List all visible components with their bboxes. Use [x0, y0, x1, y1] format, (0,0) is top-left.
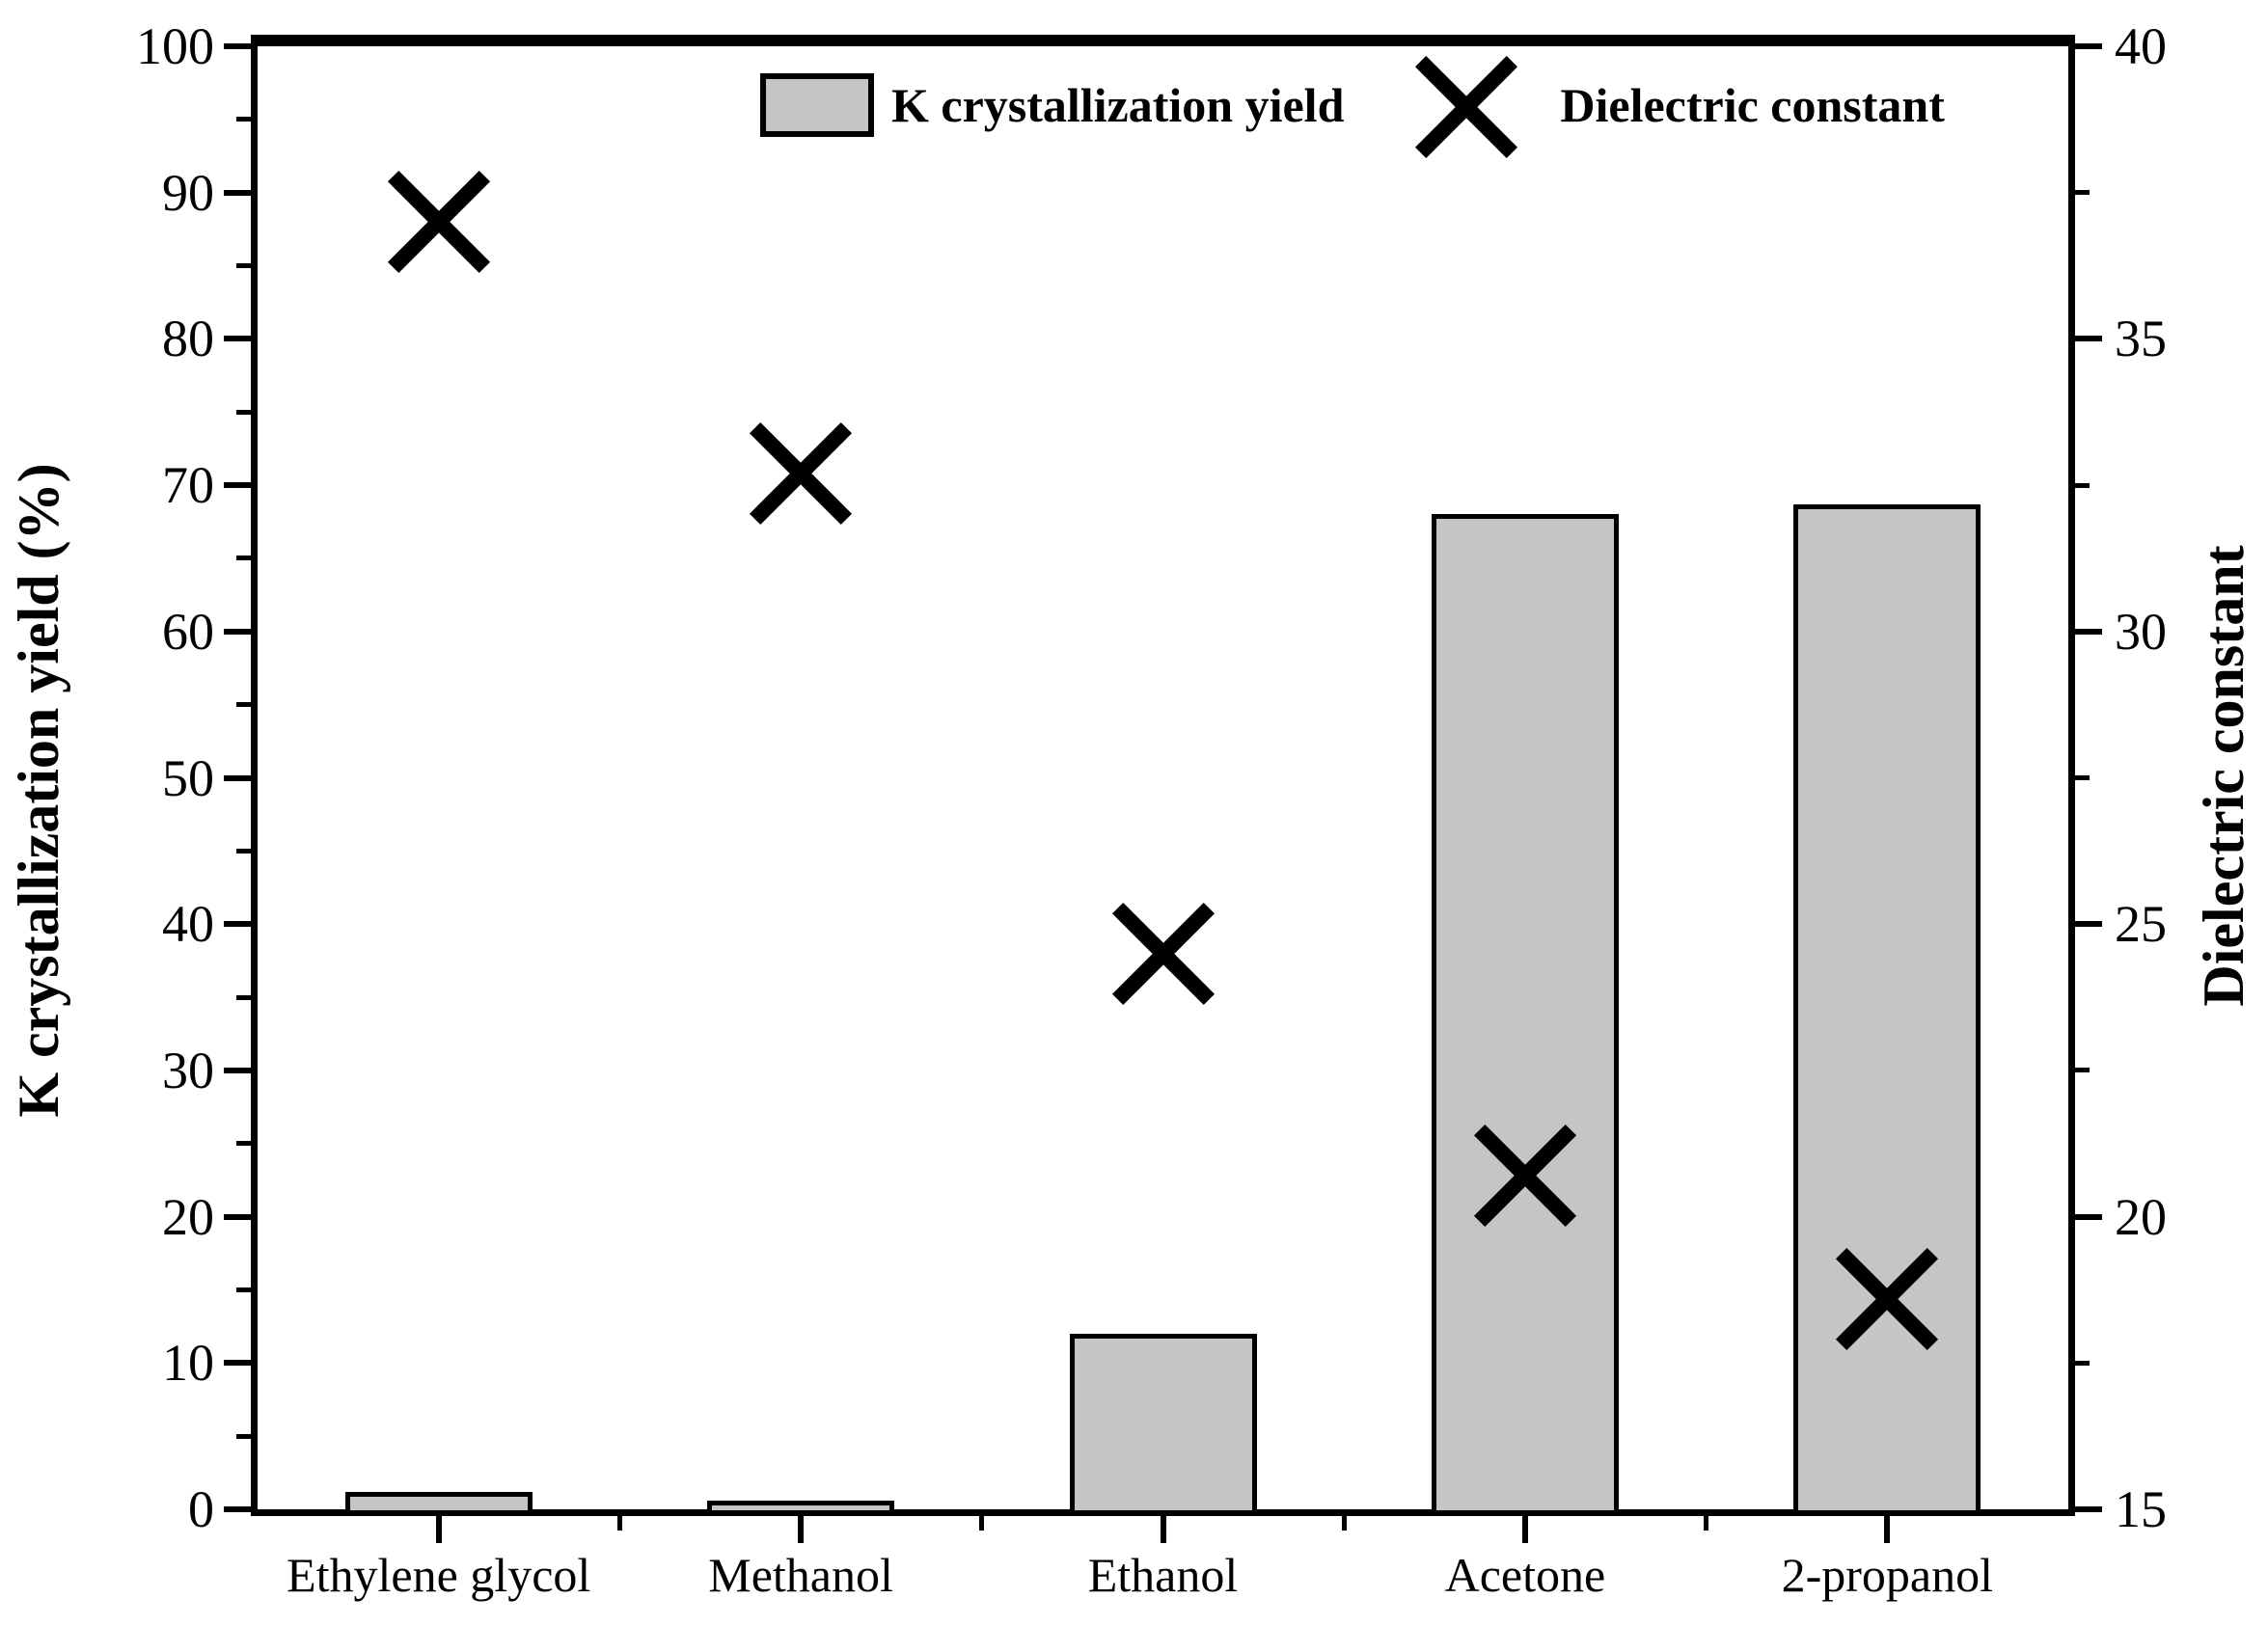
- bar-2-propanol: [1793, 503, 1981, 1515]
- left-tick-label: 60: [162, 602, 214, 661]
- left-major-tick: [224, 336, 251, 342]
- left-minor-tick: [236, 994, 251, 1000]
- x-category-label: Ethylene glycol: [287, 1548, 591, 1602]
- right-minor-tick: [2075, 190, 2090, 196]
- left-major-tick: [224, 628, 251, 635]
- right-major-tick: [2075, 628, 2102, 635]
- left-major-tick: [224, 1360, 251, 1367]
- legend-bar-swatch: [760, 73, 874, 137]
- legend-label-yield: K crystallization yield: [891, 78, 1345, 132]
- legend-x-marker-icon: [1413, 70, 1519, 140]
- x-minor-tick: [1341, 1516, 1347, 1531]
- left-minor-tick: [236, 702, 251, 708]
- left-major-tick: [224, 921, 251, 928]
- right-minor-tick: [2075, 482, 2090, 488]
- left-minor-tick: [236, 263, 251, 269]
- legend: K crystallization yield Dielectric const…: [760, 70, 1945, 140]
- x-major-tick: [1521, 1516, 1528, 1543]
- x-category-label: Acetone: [1444, 1548, 1606, 1602]
- right-major-tick: [2075, 43, 2102, 49]
- left-minor-tick: [236, 1287, 251, 1292]
- left-minor-tick: [236, 1433, 251, 1439]
- right-minor-tick: [2075, 775, 2090, 780]
- right-tick-label: 15: [2115, 1480, 2167, 1538]
- left-tick-label: 100: [136, 17, 214, 75]
- legend-label-dielectric: Dielectric constant: [1560, 78, 1945, 132]
- right-minor-tick: [2075, 1068, 2090, 1073]
- left-tick-label: 40: [162, 895, 214, 954]
- right-minor-tick: [2075, 1360, 2090, 1366]
- right-tick-label: 35: [2115, 310, 2167, 368]
- right-tick-label: 30: [2115, 602, 2167, 661]
- left-major-tick: [224, 774, 251, 781]
- left-major-tick: [224, 1506, 251, 1512]
- bar-Ethanol: [1069, 1333, 1257, 1515]
- left-minor-tick: [236, 1141, 251, 1147]
- bar-Acetone: [1431, 514, 1619, 1515]
- left-tick-label: 0: [188, 1480, 214, 1538]
- right-major-tick: [2075, 921, 2102, 928]
- right-tick-label: 40: [2115, 17, 2167, 75]
- right-tick-label: 25: [2115, 895, 2167, 954]
- left-minor-tick: [236, 556, 251, 561]
- x-major-tick: [798, 1516, 805, 1543]
- right-tick-label: 20: [2115, 1187, 2167, 1246]
- left-major-tick: [224, 1213, 251, 1220]
- left-tick-label: 90: [162, 163, 214, 222]
- left-tick-label: 80: [162, 310, 214, 368]
- left-major-tick: [224, 1067, 251, 1073]
- left-major-tick: [224, 189, 251, 196]
- x-category-label: 2-propanol: [1781, 1548, 1993, 1602]
- left-minor-tick: [236, 848, 251, 854]
- x-category-label: Ethanol: [1087, 1548, 1239, 1602]
- left-minor-tick: [236, 117, 251, 122]
- left-tick-label: 30: [162, 1041, 214, 1099]
- right-axis-title: Dielectric constant: [2192, 545, 2255, 1007]
- bar-Methanol: [707, 1500, 895, 1515]
- x-minor-tick: [979, 1516, 985, 1531]
- left-tick-label: 10: [162, 1334, 214, 1393]
- left-minor-tick: [236, 409, 251, 415]
- right-major-tick: [2075, 1213, 2102, 1220]
- bar-Ethylene glycol: [344, 1491, 533, 1515]
- x-major-tick: [1160, 1516, 1166, 1543]
- left-major-tick: [224, 43, 251, 49]
- x-major-tick: [435, 1516, 442, 1543]
- x-minor-tick: [616, 1516, 622, 1531]
- right-major-tick: [2075, 336, 2102, 342]
- x-category-label: Methanol: [708, 1548, 893, 1602]
- x-minor-tick: [1704, 1516, 1709, 1531]
- left-tick-label: 50: [162, 748, 214, 807]
- left-tick-label: 70: [162, 456, 214, 515]
- left-major-tick: [224, 482, 251, 489]
- left-tick-label: 20: [162, 1187, 214, 1246]
- right-major-tick: [2075, 1506, 2102, 1512]
- x-major-tick: [1884, 1516, 1891, 1543]
